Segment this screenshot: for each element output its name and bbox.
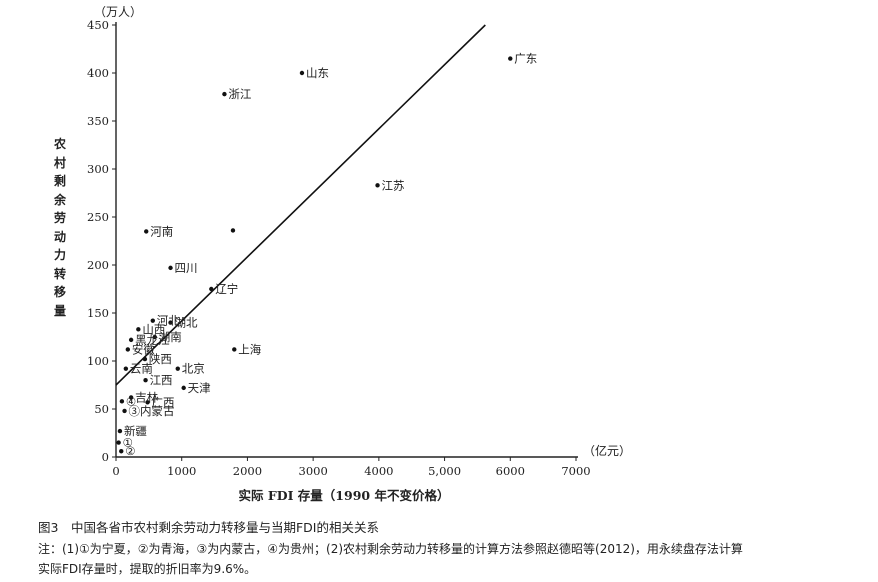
y-tick-label: 150 xyxy=(87,306,109,320)
data-point xyxy=(375,183,380,188)
point-label: 湖南 xyxy=(159,330,182,344)
data-point xyxy=(116,440,121,445)
y-axis-title-char: 余 xyxy=(53,192,66,207)
point-label: 广东 xyxy=(514,52,537,66)
x-tick-label: 6000 xyxy=(496,464,525,478)
y-tick-label: 250 xyxy=(87,210,109,224)
data-point xyxy=(117,428,123,434)
y-tick-label: 300 xyxy=(87,162,109,176)
y-unit-label: （万人） xyxy=(94,5,142,19)
x-tick-label: 5,000 xyxy=(428,464,461,478)
data-point xyxy=(122,408,127,414)
y-tick-label: 100 xyxy=(87,354,109,368)
point-label: 河南 xyxy=(150,224,173,238)
point-label: ② xyxy=(125,444,135,458)
point-label: ① xyxy=(123,436,133,450)
point-label: 湖北 xyxy=(175,316,198,330)
point-label: 山西 xyxy=(142,322,165,336)
y-axis-title-char: 移 xyxy=(53,285,66,299)
axes: 0 1000 2000 3000 4000 5,000 6000 7000 0 50 100 150 2… xyxy=(87,18,591,478)
scatter-chart: 0 1000 2000 3000 4000 5,000 6000 7000 0 50 100 150 2… xyxy=(87,5,631,503)
x-tick-label: 0 xyxy=(112,464,119,478)
y-axis-title: 农村剩余劳动力转移量 xyxy=(50,135,70,320)
point-label: 安徽 xyxy=(132,342,155,356)
point-label: 吉林 xyxy=(135,390,158,404)
point-label: 河北 xyxy=(157,314,180,328)
point-label: 上海 xyxy=(238,342,261,356)
point-label: 天津 xyxy=(188,381,211,395)
x-tick-label: 7000 xyxy=(561,464,590,478)
y-axis-title-char: 劳 xyxy=(53,211,66,225)
x-axis-title: 实际 FDI 存量（1990 年不变价格） xyxy=(239,488,450,503)
data-point xyxy=(168,320,173,325)
y-axis-title-char: 动 xyxy=(53,229,66,244)
data-point xyxy=(299,70,305,76)
x-unit-label: （亿元） xyxy=(583,443,631,458)
points-group xyxy=(116,56,513,454)
x-tick-label: 2000 xyxy=(233,464,262,478)
figure-caption: 图3 中国各省市农村剩余劳动力转移量与当期FDI的相关关系 xyxy=(38,520,379,535)
data-point xyxy=(144,229,149,234)
data-point xyxy=(145,400,150,405)
y-tick-label: 350 xyxy=(87,114,109,128)
y-tick-label: 0 xyxy=(102,450,109,464)
data-point xyxy=(143,378,148,383)
x-tick-label: 4000 xyxy=(364,464,393,478)
point-label: ④ xyxy=(126,394,136,408)
data-point xyxy=(123,366,129,371)
y-axis-title-char: 剩 xyxy=(53,174,66,188)
point-label: 云南 xyxy=(130,362,153,376)
data-point xyxy=(119,449,124,454)
data-point xyxy=(128,337,134,343)
figure-note-line2: 实际FDI存量时，提取的折旧率为9.6%。 xyxy=(38,562,257,576)
data-point xyxy=(168,265,173,271)
y-axis-title-char: 力 xyxy=(53,248,66,262)
figure-note-line1: 注：(1)①为宁夏，②为青海，③为内蒙古，④为贵州；(2)农村剩余劳动力转移量的… xyxy=(38,542,743,556)
point-label: 江西 xyxy=(150,373,173,387)
data-point xyxy=(136,327,141,332)
fit-line-group xyxy=(115,24,486,386)
point-label: 陕西 xyxy=(149,352,172,366)
y-axis-title-char: 转 xyxy=(53,266,66,281)
data-point xyxy=(150,318,155,323)
data-point xyxy=(119,399,125,404)
point-label: ③内蒙古 xyxy=(129,404,175,418)
y-tick-label: 450 xyxy=(87,18,109,32)
data-point xyxy=(230,228,236,233)
point-label: 辽宁 xyxy=(215,282,238,296)
y-tick-label: 200 xyxy=(87,258,109,272)
data-point xyxy=(125,347,131,352)
point-label: 浙江 xyxy=(228,87,251,101)
y-tick-label: 50 xyxy=(94,402,109,416)
point-label: 江苏 xyxy=(382,178,405,192)
data-point xyxy=(508,56,513,61)
y-tick-label: 400 xyxy=(87,66,109,80)
y-axis-title-char: 农 xyxy=(53,137,66,151)
point-label: 山东 xyxy=(306,66,329,80)
point-label: 四川 xyxy=(175,261,198,275)
y-axis-title-char: 村 xyxy=(53,155,66,170)
data-point xyxy=(181,385,186,391)
data-point xyxy=(128,395,134,400)
data-point xyxy=(232,347,237,352)
data-point xyxy=(152,334,157,340)
point-label: 黑龙江 xyxy=(135,333,170,347)
point-label: 北京 xyxy=(182,362,205,376)
data-point xyxy=(142,356,148,362)
data-point xyxy=(222,91,227,97)
x-tick-label: 1000 xyxy=(167,464,196,478)
fit-line xyxy=(115,24,486,386)
y-axis-title-char: 量 xyxy=(53,303,66,318)
x-tick-label: 3000 xyxy=(299,464,328,478)
data-point xyxy=(175,366,180,371)
point-label: 广西 xyxy=(152,395,175,409)
point-label: 新疆 xyxy=(124,424,147,438)
data-point xyxy=(209,286,214,292)
